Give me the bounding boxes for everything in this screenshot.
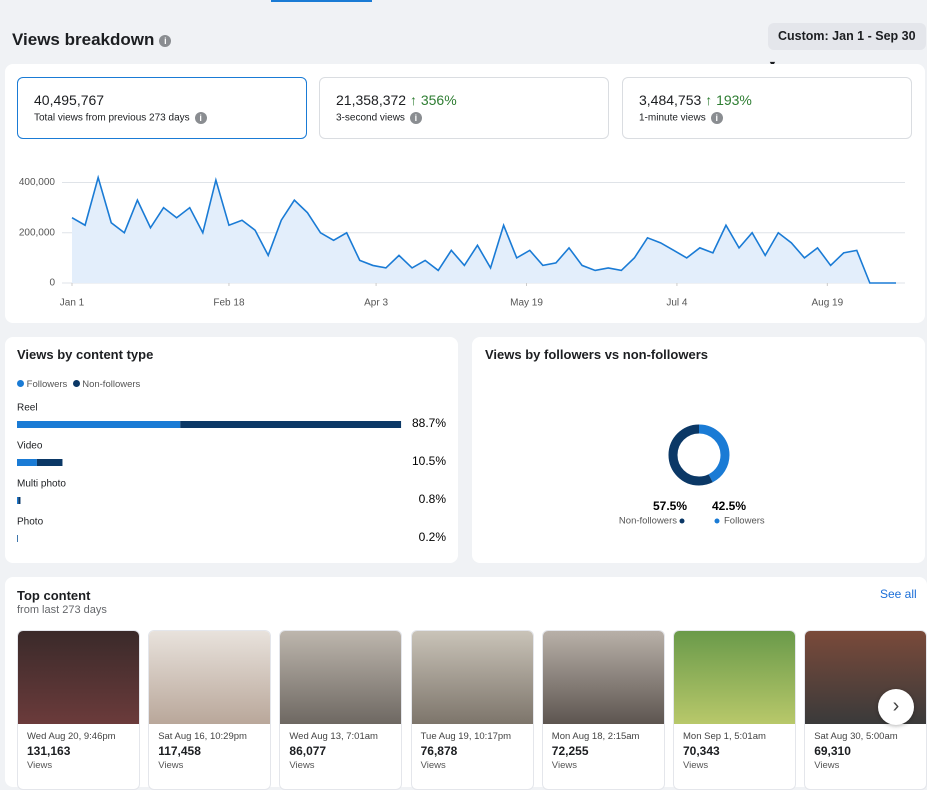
content-card[interactable]: Wed Aug 13, 7:01am 86,077 Views bbox=[279, 630, 402, 790]
x-tick-label: Jan 1 bbox=[60, 298, 85, 309]
x-tick-label: Apr 3 bbox=[364, 298, 388, 309]
post-views: 72,255 bbox=[552, 744, 664, 758]
bar-followers bbox=[17, 497, 18, 504]
date-range: Custom: Jan 1 - Sep 30 bbox=[778, 29, 916, 43]
post-views: 86,077 bbox=[289, 744, 401, 758]
legend-label: Followers bbox=[27, 379, 68, 390]
post-date: Sat Aug 16, 10:29pm bbox=[158, 731, 270, 742]
segment-dot bbox=[680, 519, 685, 524]
segment-dot bbox=[715, 519, 720, 524]
header: Views breakdown i bbox=[12, 30, 171, 50]
card-change-value: 356% bbox=[421, 92, 457, 108]
summary-card[interactable]: 3,484,753 ↑ 193% 1-minute views i bbox=[622, 77, 912, 139]
panel-subtitle: from last 273 days bbox=[17, 604, 107, 616]
card-change-value: 193% bbox=[716, 92, 752, 108]
panel-title: Views by content type bbox=[17, 347, 153, 362]
page-title: Views breakdown bbox=[12, 30, 154, 49]
bar-non-followers bbox=[18, 497, 20, 504]
row-label: Multi photo bbox=[17, 479, 66, 490]
row-label: Photo bbox=[17, 517, 44, 528]
post-metric: Views bbox=[421, 760, 533, 771]
info-icon[interactable]: i bbox=[410, 112, 422, 124]
see-all-link[interactable]: See all bbox=[880, 587, 917, 601]
info-icon[interactable]: i bbox=[195, 112, 207, 124]
segment-name: Followers bbox=[724, 516, 765, 527]
thumbnail-image bbox=[674, 631, 795, 724]
x-tick-label: Aug 19 bbox=[811, 298, 843, 309]
thumbnail-image bbox=[412, 631, 533, 724]
post-date: Wed Aug 13, 7:01am bbox=[289, 731, 401, 742]
post-views: 117,458 bbox=[158, 744, 270, 758]
info-icon[interactable]: i bbox=[159, 35, 171, 47]
post-metric: Views bbox=[683, 760, 795, 771]
post-date: Mon Aug 18, 2:15am bbox=[552, 731, 664, 742]
bar-chart: Reel 88.7% Video 10.5% Multi photo 0.8% Photo 0… bbox=[5, 395, 458, 555]
thumbnail-image bbox=[149, 631, 270, 724]
next-button[interactable]: › bbox=[878, 689, 914, 725]
thumbnail-image bbox=[280, 631, 401, 724]
y-tick-label: 0 bbox=[49, 278, 55, 289]
y-tick-label: 200,000 bbox=[19, 227, 56, 238]
y-tick-label: 400,000 bbox=[19, 177, 56, 188]
content-card[interactable]: Mon Sep 1, 5:01am 70,343 Views bbox=[673, 630, 796, 790]
legend-swatch bbox=[73, 380, 80, 387]
x-tick-label: Jul 4 bbox=[666, 298, 688, 309]
post-views: 76,878 bbox=[421, 744, 533, 758]
card-value: 40,495,767 bbox=[34, 92, 290, 108]
card-caption: 3-second views bbox=[336, 113, 405, 124]
legend: Followers Non-followers bbox=[17, 379, 140, 390]
post-views: 131,163 bbox=[27, 744, 139, 758]
post-metric: Views bbox=[158, 760, 270, 771]
content-card[interactable]: Tue Aug 19, 10:17pm 76,878 Views bbox=[411, 630, 534, 790]
panel-title: Top content bbox=[17, 588, 90, 603]
post-metric: Views bbox=[27, 760, 139, 771]
post-date: Wed Aug 20, 9:46pm bbox=[27, 731, 139, 742]
post-date: Tue Aug 19, 10:17pm bbox=[421, 731, 533, 742]
post-metric: Views bbox=[552, 760, 664, 771]
summary-card[interactable]: 40,495,767 Total views from previous 273 … bbox=[17, 77, 307, 139]
row-total: 0.2% bbox=[419, 530, 447, 544]
date-range-button[interactable]: Custom: Jan 1 - Sep 30 ▼ bbox=[768, 23, 926, 50]
card-value: 21,358,372 bbox=[336, 92, 406, 108]
card-change: ↑ 193% bbox=[705, 92, 752, 108]
area-fill bbox=[72, 178, 896, 283]
donut-chart: 57.5% 42.5% Non-followers Followers bbox=[472, 337, 925, 563]
card-caption: Total views from previous 273 days bbox=[34, 113, 190, 124]
bar-followers bbox=[17, 459, 37, 466]
post-views: 69,310 bbox=[814, 744, 926, 758]
x-tick-label: May 19 bbox=[510, 298, 543, 309]
bar-non-followers bbox=[180, 421, 401, 428]
legend-label: Non-followers bbox=[82, 379, 140, 390]
row-total: 88.7% bbox=[412, 416, 446, 430]
row-total: 10.5% bbox=[412, 454, 446, 468]
content-card[interactable]: Wed Aug 20, 9:46pm 131,163 Views bbox=[17, 630, 140, 790]
tab-indicator bbox=[271, 0, 372, 2]
line-chart: 0 200,000 400,000 Jan 1 Feb 18 Apr 3 May 19 Jul… bbox=[5, 160, 920, 320]
segment-name: Non-followers bbox=[619, 516, 677, 527]
legend-swatch bbox=[17, 380, 24, 387]
summary-card[interactable]: 21,358,372 ↑ 356% 3-second views i bbox=[319, 77, 609, 139]
segment-value: 42.5% bbox=[712, 499, 746, 513]
info-icon[interactable]: i bbox=[711, 112, 723, 124]
post-date: Mon Sep 1, 5:01am bbox=[683, 731, 795, 742]
thumbnail-image bbox=[543, 631, 664, 724]
content-card[interactable]: Sat Aug 16, 10:29pm 117,458 Views bbox=[148, 630, 271, 790]
x-tick-label: Feb 18 bbox=[213, 298, 245, 309]
post-metric: Views bbox=[289, 760, 401, 771]
post-metric: Views bbox=[814, 760, 926, 771]
row-label: Video bbox=[17, 441, 43, 452]
bar-non-followers bbox=[37, 459, 63, 466]
post-date: Sat Aug 30, 5:00am bbox=[814, 731, 926, 742]
card-value: 3,484,753 bbox=[639, 92, 701, 108]
card-change: ↑ 356% bbox=[410, 92, 457, 108]
segment-value: 57.5% bbox=[653, 499, 687, 513]
thumbnail-image bbox=[18, 631, 139, 724]
content-card[interactable]: Mon Aug 18, 2:15am 72,255 Views bbox=[542, 630, 665, 790]
row-total: 0.8% bbox=[419, 492, 447, 506]
bar-followers bbox=[17, 421, 180, 428]
post-views: 70,343 bbox=[683, 744, 795, 758]
card-caption: 1-minute views bbox=[639, 113, 706, 124]
row-label: Reel bbox=[17, 403, 38, 414]
